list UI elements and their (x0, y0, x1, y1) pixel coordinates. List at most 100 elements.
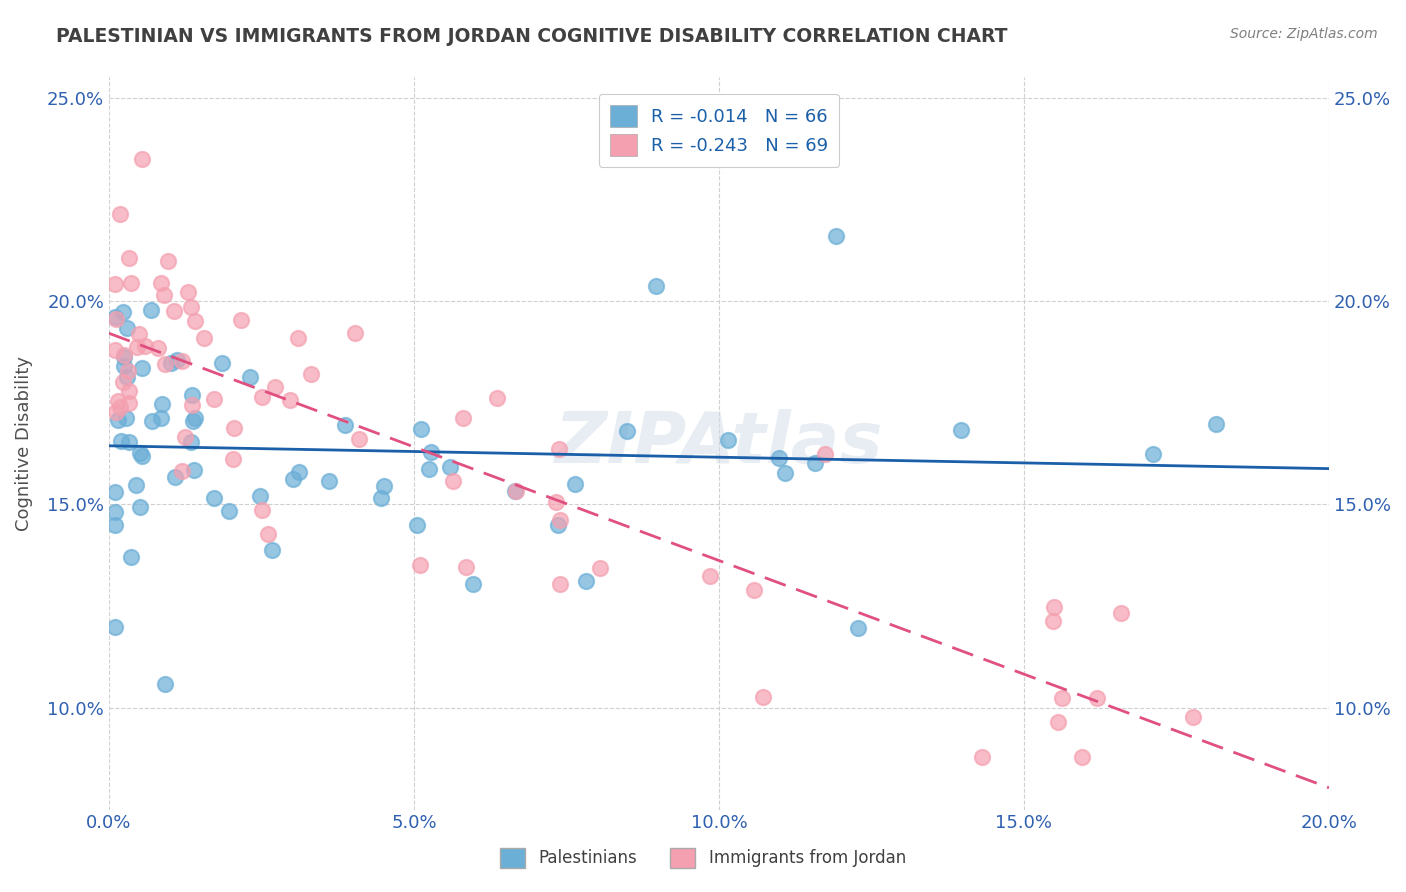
Palestinians (249, 489, 271, 503)
Palestinians (318, 474, 340, 488)
Palestinians (616, 424, 638, 438)
Immigrants from Jordan (278, 392, 301, 407)
Legend: R = -0.014   N = 66, R = -0.243   N = 69: R = -0.014 N = 66, R = -0.243 N = 69 (599, 94, 839, 167)
Palestinians (463, 576, 485, 591)
Y-axis label: Cognitive Disability: Cognitive Disability (15, 356, 32, 531)
Text: PALESTINIAN VS IMMIGRANTS FROM JORDAN COGNITIVE DISABILITY CORRELATION CHART: PALESTINIAN VS IMMIGRANTS FROM JORDAN CO… (56, 27, 1008, 45)
Palestinians (1142, 447, 1164, 461)
Palestinians (373, 479, 395, 493)
Palestinians (115, 410, 138, 425)
Palestinians (180, 435, 202, 450)
Immigrants from Jordan (548, 576, 571, 591)
Immigrants from Jordan (408, 558, 430, 572)
Palestinians (107, 413, 129, 427)
Palestinians (439, 460, 461, 475)
Immigrants from Jordan (110, 400, 132, 414)
Palestinians (104, 310, 127, 325)
Immigrants from Jordan (742, 583, 765, 598)
Palestinians (104, 620, 127, 634)
Immigrants from Jordan (157, 254, 180, 268)
Palestinians (370, 491, 392, 506)
Immigrants from Jordan (752, 690, 775, 704)
Immigrants from Jordan (970, 750, 993, 764)
Immigrants from Jordan (104, 277, 127, 291)
Immigrants from Jordan (173, 430, 195, 444)
Palestinians (184, 411, 207, 425)
Immigrants from Jordan (505, 483, 527, 498)
Immigrants from Jordan (454, 560, 477, 574)
Palestinians (418, 462, 440, 476)
Immigrants from Jordan (104, 405, 127, 419)
Palestinians (139, 302, 162, 317)
Legend: Palestinians, Immigrants from Jordan: Palestinians, Immigrants from Jordan (494, 841, 912, 875)
Palestinians (218, 504, 240, 518)
Immigrants from Jordan (257, 526, 280, 541)
Palestinians (120, 549, 142, 564)
Immigrants from Jordan (264, 380, 287, 394)
Immigrants from Jordan (153, 287, 176, 301)
Palestinians (239, 370, 262, 384)
Palestinians (131, 449, 153, 463)
Palestinians (503, 483, 526, 498)
Palestinians (125, 477, 148, 491)
Palestinians (129, 446, 152, 460)
Immigrants from Jordan (134, 339, 156, 353)
Immigrants from Jordan (347, 432, 370, 446)
Palestinians (104, 505, 127, 519)
Palestinians (411, 422, 433, 436)
Text: ZIPAtlas: ZIPAtlas (555, 409, 883, 478)
Palestinians (112, 351, 135, 365)
Immigrants from Jordan (131, 152, 153, 166)
Palestinians (775, 466, 797, 480)
Palestinians (406, 517, 429, 532)
Palestinians (846, 621, 869, 635)
Palestinians (117, 321, 139, 335)
Immigrants from Jordan (153, 357, 176, 371)
Immigrants from Jordan (120, 277, 142, 291)
Immigrants from Jordan (451, 410, 474, 425)
Palestinians (104, 517, 127, 532)
Immigrants from Jordan (118, 396, 141, 410)
Palestinians (575, 574, 598, 588)
Palestinians (333, 418, 356, 433)
Palestinians (262, 543, 284, 558)
Palestinians (950, 424, 973, 438)
Palestinians (160, 356, 183, 370)
Immigrants from Jordan (1109, 607, 1132, 621)
Immigrants from Jordan (111, 375, 134, 389)
Palestinians (163, 470, 186, 484)
Text: Source: ZipAtlas.com: Source: ZipAtlas.com (1230, 27, 1378, 41)
Palestinians (717, 433, 740, 447)
Palestinians (118, 434, 141, 449)
Palestinians (825, 228, 848, 243)
Immigrants from Jordan (180, 398, 202, 412)
Immigrants from Jordan (118, 384, 141, 398)
Immigrants from Jordan (814, 447, 837, 461)
Palestinians (202, 491, 225, 505)
Immigrants from Jordan (202, 392, 225, 406)
Palestinians (211, 356, 233, 370)
Palestinians (564, 477, 586, 491)
Immigrants from Jordan (548, 442, 571, 456)
Immigrants from Jordan (108, 207, 131, 221)
Palestinians (1205, 417, 1227, 431)
Palestinians (420, 445, 443, 459)
Palestinians (111, 305, 134, 319)
Immigrants from Jordan (118, 251, 141, 265)
Palestinians (129, 500, 152, 515)
Palestinians (141, 414, 163, 428)
Immigrants from Jordan (441, 474, 464, 488)
Immigrants from Jordan (222, 452, 245, 467)
Immigrants from Jordan (343, 326, 366, 340)
Immigrants from Jordan (1052, 691, 1074, 706)
Palestinians (181, 414, 204, 428)
Immigrants from Jordan (128, 326, 150, 341)
Immigrants from Jordan (163, 303, 186, 318)
Palestinians (153, 677, 176, 691)
Immigrants from Jordan (1181, 710, 1204, 724)
Immigrants from Jordan (107, 394, 129, 409)
Palestinians (150, 397, 173, 411)
Immigrants from Jordan (112, 348, 135, 362)
Immigrants from Jordan (250, 503, 273, 517)
Palestinians (804, 456, 827, 470)
